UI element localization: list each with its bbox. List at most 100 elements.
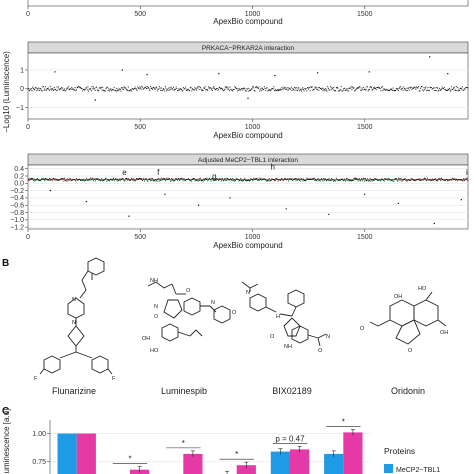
data-point [206, 89, 208, 91]
data-point [105, 88, 107, 90]
data-point [314, 86, 316, 88]
data-point [358, 87, 360, 89]
data-point [265, 89, 267, 91]
data-point [359, 86, 361, 88]
atom-n2-flunarizine: N [72, 320, 76, 326]
data-point [162, 89, 164, 91]
data-point [43, 89, 45, 92]
data-point [123, 86, 125, 88]
strip-title-2: PRKACA−PRKAR2A interaction [202, 45, 295, 52]
annotation-label: i [466, 168, 468, 177]
data-point [140, 88, 142, 90]
data-point [238, 88, 241, 90]
data-point [98, 89, 100, 91]
data-point [434, 178, 436, 181]
data-point [27, 180, 29, 182]
data-point [331, 87, 333, 89]
data-point [270, 179, 272, 182]
data-point [309, 178, 311, 180]
data-point [30, 178, 32, 180]
data-point [131, 87, 133, 89]
data-point [135, 178, 137, 180]
data-point [290, 178, 292, 181]
data-point [284, 88, 286, 91]
data-point [424, 178, 426, 180]
data-point [50, 88, 52, 90]
data-point [227, 86, 229, 88]
y-tick-label: −0.8 [10, 210, 24, 217]
data-point [191, 178, 193, 180]
data-point [199, 86, 201, 89]
bar-y-tick-labels: 1.00 0.75 [32, 431, 50, 466]
data-point [214, 87, 216, 89]
data-point [251, 88, 253, 90]
data-point [288, 180, 290, 182]
data-point [255, 86, 257, 88]
data-point [323, 88, 325, 90]
data-point [306, 86, 309, 89]
data-point [301, 178, 303, 180]
data-point [200, 88, 202, 90]
data-point [332, 179, 334, 181]
data-point [119, 88, 121, 90]
data-point [185, 180, 187, 182]
data-point [332, 88, 334, 90]
data-point [366, 180, 368, 182]
data-point [121, 88, 123, 90]
y-tick-label: −0.4 [10, 195, 24, 202]
y-tick-label: −0.2 [10, 188, 24, 195]
data-point [144, 179, 146, 181]
data-point [215, 89, 217, 91]
data-point [189, 179, 191, 181]
data-point [141, 178, 143, 180]
y-tick-labels-2: 1 0 −1 [16, 67, 28, 112]
data-point [391, 180, 393, 182]
data-point [73, 89, 76, 91]
data-point [370, 180, 372, 182]
data-point [369, 86, 371, 88]
data-point [408, 89, 410, 91]
x-axis-label-2: ApexBio compound [213, 131, 282, 140]
data-point [127, 178, 129, 180]
data-point [327, 86, 329, 88]
data-point [411, 88, 413, 91]
data-point [310, 86, 312, 88]
data-point [107, 89, 109, 91]
data-point [145, 178, 148, 180]
data-point [369, 177, 371, 179]
atom-o1-bix02189: O [270, 334, 275, 340]
data-point [414, 87, 416, 89]
atom-o2-oridonin: O [408, 348, 413, 354]
data-point [249, 179, 251, 182]
bar-series-1 [57, 433, 77, 474]
data-point [350, 87, 352, 89]
data-point [210, 180, 212, 182]
bar-series-2 [343, 432, 363, 474]
data-point [28, 179, 30, 181]
data-point [84, 88, 86, 90]
data-point [123, 89, 125, 91]
data-point [432, 87, 434, 89]
data-point [34, 89, 36, 91]
data-point [57, 89, 59, 91]
data-point [185, 86, 187, 88]
data-point [252, 179, 254, 182]
bar-y-axis-label: Luminescence [a.u] [2, 409, 11, 474]
data-point [247, 88, 249, 90]
data-point [302, 178, 304, 180]
data-point [370, 86, 372, 88]
data-point [75, 178, 78, 180]
data-point [113, 86, 115, 89]
data-point [347, 180, 349, 182]
data-point [77, 179, 79, 181]
data-point [207, 179, 210, 181]
data-point [426, 180, 428, 182]
data-point [240, 178, 242, 180]
data-point [88, 90, 90, 92]
outlier-point [364, 193, 366, 195]
data-point [439, 89, 441, 92]
data-point [110, 179, 113, 181]
data-point [421, 86, 423, 88]
data-point [61, 87, 63, 89]
data-point [57, 180, 59, 182]
